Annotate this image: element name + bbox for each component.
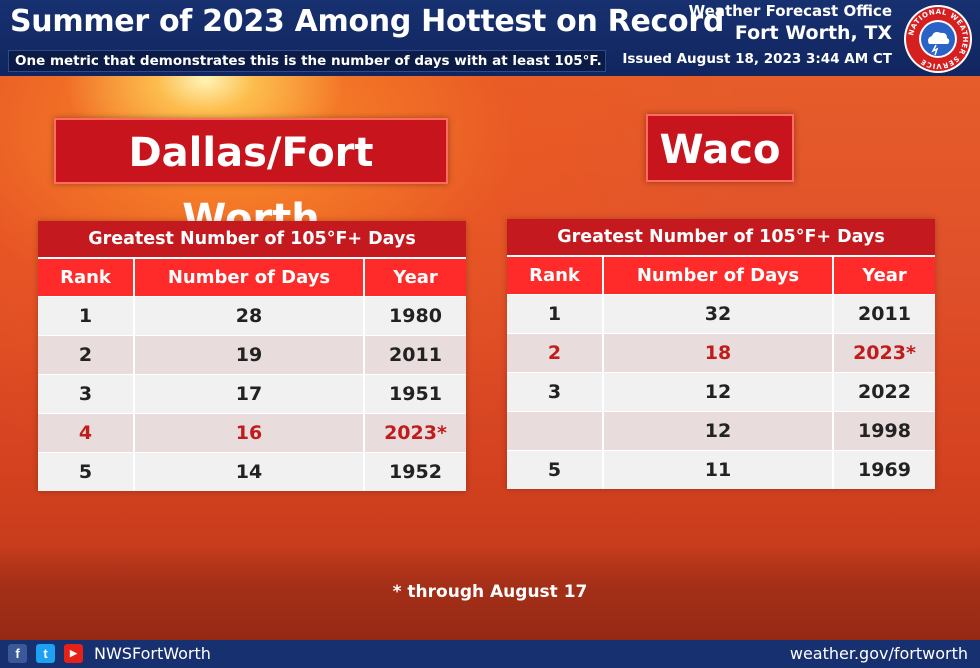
issued-timestamp: Issued August 18, 2023 3:44 AM CT [622, 51, 892, 67]
year-cell: 2022 [833, 371, 935, 411]
column-header-days: Number of Days [603, 256, 834, 294]
city-title-waco: Waco [646, 114, 794, 182]
days-cell: 28 [134, 295, 365, 335]
rank-cell: 3 [507, 371, 604, 411]
footnote: * through August 17 [392, 582, 588, 602]
city-title-dfw: Dallas/Fort Worth [54, 118, 448, 242]
year-cell: 2011 [833, 293, 935, 333]
social-handle[interactable]: NWSFortWorth [94, 644, 211, 663]
days-cell: 14 [134, 451, 365, 491]
rank-cell: 1 [507, 293, 604, 333]
facebook-icon[interactable]: f [8, 644, 27, 663]
column-header-year: Year [364, 258, 466, 296]
page-subtitle: One metric that demonstrates this is the… [8, 50, 606, 72]
column-header-days: Number of Days [134, 258, 365, 296]
days-cell: 11 [603, 449, 834, 489]
year-cell: 1969 [833, 449, 935, 489]
website-link[interactable]: weather.gov/fortworth [789, 644, 968, 663]
table-row: 3 12 2022 [507, 371, 935, 411]
rank-cell: 2 [38, 334, 135, 374]
horizon-haze [0, 545, 980, 640]
days-cell: 18 [603, 332, 834, 372]
year-cell: 2011 [364, 334, 466, 374]
office-location: Fort Worth, TX [734, 22, 892, 44]
days-cell: 17 [134, 373, 365, 413]
nws-logo-icon: NATIONAL WEATHER SERVICE [904, 5, 972, 73]
table-row-highlight: 4 16 2023* [38, 412, 466, 452]
days-cell: 32 [603, 293, 834, 333]
year-cell: 1998 [833, 410, 935, 450]
column-header-rank: Rank [507, 256, 604, 294]
days-cell: 12 [603, 410, 834, 450]
year-cell: 2023* [833, 332, 935, 372]
table-row: 1 32 2011 [507, 293, 935, 333]
youtube-icon[interactable]: ▶ [64, 644, 83, 663]
table-title: Greatest Number of 105°F+ Days [38, 221, 466, 259]
rank-cell: 5 [507, 449, 604, 489]
records-table-waco: Greatest Number of 105°F+ Days Rank Numb… [507, 219, 935, 489]
rank-cell: 3 [38, 373, 135, 413]
year-cell: 1980 [364, 295, 466, 335]
table-row: 1 28 1980 [38, 295, 466, 335]
table-row: 5 14 1952 [38, 451, 466, 491]
column-header-rank: Rank [38, 258, 135, 296]
page-title: Summer of 2023 Among Hottest on Record [10, 4, 724, 39]
table-row: 2 19 2011 [38, 334, 466, 374]
table-row-highlight: 2 18 2023* [507, 332, 935, 372]
days-cell: 16 [134, 412, 365, 452]
year-cell: 2023* [364, 412, 466, 452]
rank-cell: 4 [38, 412, 135, 452]
table-title: Greatest Number of 105°F+ Days [507, 219, 935, 257]
rank-cell: 2 [507, 332, 604, 372]
table-row: 12 1998 [507, 410, 935, 450]
twitter-icon[interactable]: t [36, 644, 55, 663]
year-cell: 1952 [364, 451, 466, 491]
header-banner: Summer of 2023 Among Hottest on Record O… [0, 0, 980, 76]
footer-bar: f t ▶ NWSFortWorth weather.gov/fortworth [0, 640, 980, 668]
rank-cell: 1 [38, 295, 135, 335]
table-row: 3 17 1951 [38, 373, 466, 413]
days-cell: 19 [134, 334, 365, 374]
records-table-dfw: Greatest Number of 105°F+ Days Rank Numb… [38, 221, 466, 491]
rank-cell: 5 [38, 451, 135, 491]
office-label: Weather Forecast Office [688, 2, 892, 20]
column-header-year: Year [833, 256, 935, 294]
rank-cell [507, 410, 604, 450]
year-cell: 1951 [364, 373, 466, 413]
table-row: 5 11 1969 [507, 449, 935, 489]
days-cell: 12 [603, 371, 834, 411]
